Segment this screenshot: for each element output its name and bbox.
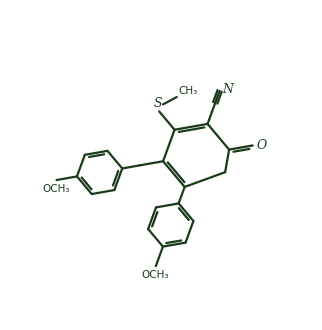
Text: N: N <box>222 83 233 96</box>
Text: OCH₃: OCH₃ <box>43 184 70 194</box>
Text: S: S <box>153 97 162 111</box>
Text: CH₃: CH₃ <box>178 86 198 96</box>
Text: OCH₃: OCH₃ <box>141 270 168 280</box>
Text: O: O <box>257 139 267 152</box>
